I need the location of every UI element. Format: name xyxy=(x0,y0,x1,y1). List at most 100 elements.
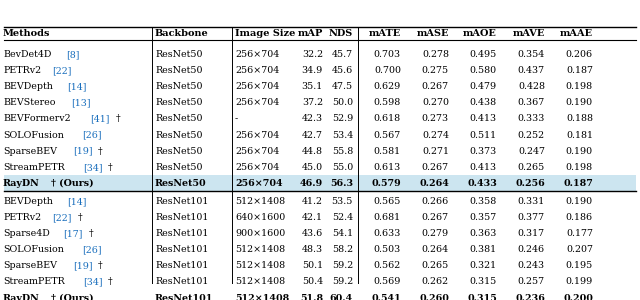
Text: 59.2: 59.2 xyxy=(332,278,353,286)
Text: 0.267: 0.267 xyxy=(422,82,449,91)
Text: 0.413: 0.413 xyxy=(470,163,497,172)
Text: 0.190: 0.190 xyxy=(566,147,593,156)
Text: 0.373: 0.373 xyxy=(470,147,497,156)
Text: [22]: [22] xyxy=(52,213,72,222)
Text: [14]: [14] xyxy=(68,82,87,91)
Text: 0.321: 0.321 xyxy=(470,261,497,270)
Text: 0.367: 0.367 xyxy=(518,98,545,107)
Text: BevDet4D: BevDet4D xyxy=(3,50,51,59)
Text: † (Ours): † (Ours) xyxy=(51,294,93,300)
Text: Methods: Methods xyxy=(3,29,51,38)
Text: 0.333: 0.333 xyxy=(518,114,545,123)
Text: 0.252: 0.252 xyxy=(518,130,545,140)
Text: 0.598: 0.598 xyxy=(374,98,401,107)
Text: 54.1: 54.1 xyxy=(332,229,353,238)
Text: BEVDepth: BEVDepth xyxy=(3,82,53,91)
Text: 0.581: 0.581 xyxy=(374,147,401,156)
Text: 0.479: 0.479 xyxy=(470,82,497,91)
Text: 45.7: 45.7 xyxy=(332,50,353,59)
Text: ResNet50: ResNet50 xyxy=(155,179,207,188)
Text: 0.190: 0.190 xyxy=(566,197,593,206)
Text: 43.6: 43.6 xyxy=(301,229,323,238)
Text: 45.6: 45.6 xyxy=(332,66,353,75)
Text: RayDN: RayDN xyxy=(3,179,40,188)
Text: 53.4: 53.4 xyxy=(332,130,353,140)
Text: 0.262: 0.262 xyxy=(422,278,449,286)
Text: Sparse4D: Sparse4D xyxy=(3,229,50,238)
Text: 0.266: 0.266 xyxy=(422,197,449,206)
Text: 60.4: 60.4 xyxy=(330,294,353,300)
Text: 0.438: 0.438 xyxy=(470,98,497,107)
Text: SOLOFusion: SOLOFusion xyxy=(3,130,64,140)
Text: [34]: [34] xyxy=(83,278,102,286)
Text: ResNet101: ResNet101 xyxy=(155,294,213,300)
Text: [8]: [8] xyxy=(66,50,79,59)
Text: mAP: mAP xyxy=(298,29,323,38)
Text: 0.317: 0.317 xyxy=(518,229,545,238)
Text: 0.199: 0.199 xyxy=(566,278,593,286)
Text: 0.267: 0.267 xyxy=(422,163,449,172)
Text: [19]: [19] xyxy=(73,261,93,270)
Text: †: † xyxy=(77,213,82,222)
Text: 256×704: 256×704 xyxy=(235,130,279,140)
Text: 0.264: 0.264 xyxy=(422,245,449,254)
Text: 41.2: 41.2 xyxy=(302,197,323,206)
Text: Image Size: Image Size xyxy=(235,29,296,38)
Text: 900×1600: 900×1600 xyxy=(235,229,285,238)
Text: 42.3: 42.3 xyxy=(302,114,323,123)
Text: 0.264: 0.264 xyxy=(419,179,449,188)
Text: 0.613: 0.613 xyxy=(374,163,401,172)
Text: StreamPETR: StreamPETR xyxy=(3,278,65,286)
Text: mAVE: mAVE xyxy=(513,29,545,38)
Text: 0.188: 0.188 xyxy=(566,114,593,123)
Text: 44.8: 44.8 xyxy=(302,147,323,156)
Text: 0.363: 0.363 xyxy=(470,229,497,238)
Text: 0.274: 0.274 xyxy=(422,130,449,140)
Text: [26]: [26] xyxy=(82,245,101,254)
Text: 0.265: 0.265 xyxy=(518,163,545,172)
Text: 47.5: 47.5 xyxy=(332,82,353,91)
Text: [22]: [22] xyxy=(52,66,72,75)
Text: 0.579: 0.579 xyxy=(371,179,401,188)
Text: 0.358: 0.358 xyxy=(470,197,497,206)
Text: 0.279: 0.279 xyxy=(422,229,449,238)
Text: 0.377: 0.377 xyxy=(518,213,545,222)
Text: PETRv2: PETRv2 xyxy=(3,213,41,222)
Text: 0.271: 0.271 xyxy=(422,147,449,156)
Text: †: † xyxy=(108,278,113,286)
Text: [26]: [26] xyxy=(82,130,101,140)
Text: 0.257: 0.257 xyxy=(518,278,545,286)
Text: 256×704: 256×704 xyxy=(235,179,283,188)
Text: 0.207: 0.207 xyxy=(566,245,593,254)
Text: 0.381: 0.381 xyxy=(470,245,497,254)
Text: 0.354: 0.354 xyxy=(518,50,545,59)
Text: StreamPETR: StreamPETR xyxy=(3,163,65,172)
Text: 0.187: 0.187 xyxy=(563,179,593,188)
Text: 0.198: 0.198 xyxy=(566,163,593,172)
Text: 0.437: 0.437 xyxy=(518,66,545,75)
Text: †: † xyxy=(108,163,113,172)
Text: BEVDepth: BEVDepth xyxy=(3,197,53,206)
Text: 0.195: 0.195 xyxy=(566,261,593,270)
Text: ResNet50: ResNet50 xyxy=(155,147,202,156)
Text: 0.247: 0.247 xyxy=(518,147,545,156)
Text: 50.1: 50.1 xyxy=(302,261,323,270)
Text: ResNet50: ResNet50 xyxy=(155,114,202,123)
Text: BEVStereo: BEVStereo xyxy=(3,98,56,107)
Text: 0.629: 0.629 xyxy=(374,82,401,91)
Text: 46.9: 46.9 xyxy=(300,179,323,188)
Text: 0.186: 0.186 xyxy=(566,213,593,222)
Text: 55.8: 55.8 xyxy=(332,147,353,156)
Text: 512×1408: 512×1408 xyxy=(235,294,289,300)
Text: 256×704: 256×704 xyxy=(235,147,279,156)
Text: ResNet50: ResNet50 xyxy=(155,82,202,91)
Text: ResNet101: ResNet101 xyxy=(155,229,209,238)
Text: 0.495: 0.495 xyxy=(470,50,497,59)
Text: 0.181: 0.181 xyxy=(566,130,593,140)
Text: 256×704: 256×704 xyxy=(235,82,279,91)
Text: -: - xyxy=(235,114,238,123)
Text: 0.433: 0.433 xyxy=(467,179,497,188)
Text: ResNet50: ResNet50 xyxy=(155,50,202,59)
Text: †: † xyxy=(116,114,120,123)
Text: 0.511: 0.511 xyxy=(470,130,497,140)
